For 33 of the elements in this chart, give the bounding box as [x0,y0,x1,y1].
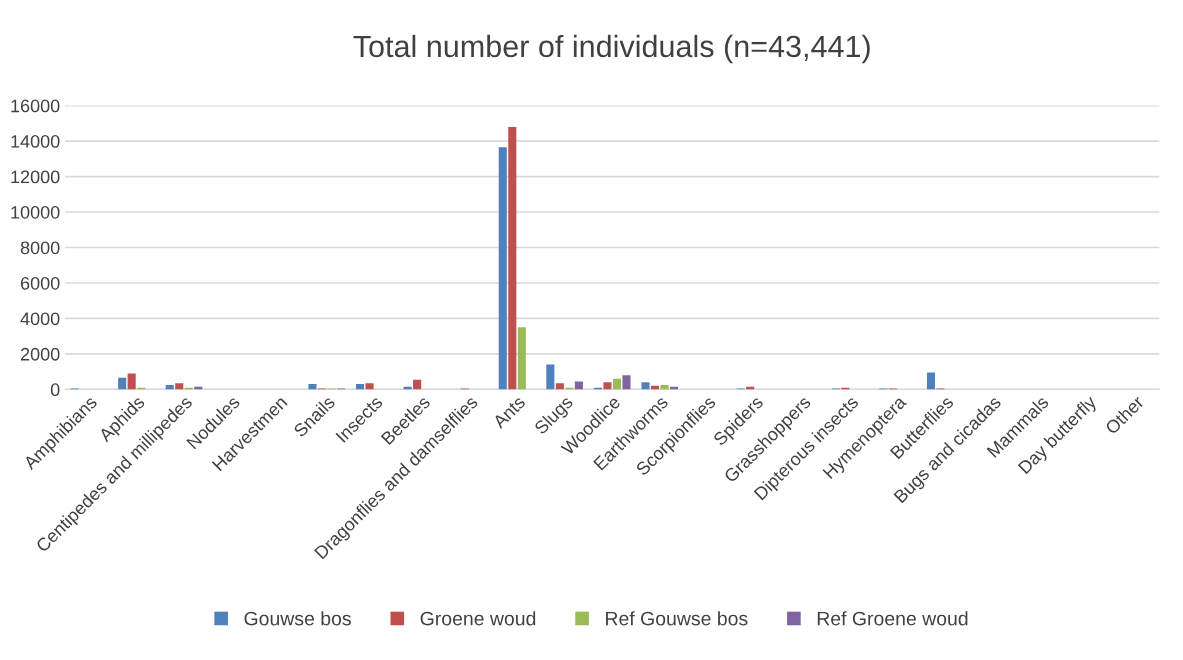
bar [498,147,507,390]
legend-label: Ref Gouwse bos [606,611,748,626]
y-tick-label: 16000 [11,99,60,113]
y-tick-label: 0 [50,383,60,397]
bar [641,382,650,390]
bar [118,377,127,390]
bar [365,383,374,390]
y-tick-label: 6000 [20,276,60,290]
bar [603,382,612,390]
legend-label: Groene woud [420,611,536,626]
bar [517,327,526,390]
y-tick-label: 8000 [20,241,60,255]
bar [508,126,517,390]
y-tick-label: 14000 [11,135,60,148]
y-tick-label: 12000 [11,170,60,184]
bar [660,384,669,390]
legend-label: Ref Groene woud [817,611,968,626]
y-tick-label: 4000 [20,312,60,326]
y-tick-label: 10000 [11,205,60,219]
bar [612,378,621,390]
bar [622,375,631,390]
bar [926,372,936,390]
legend-label: Gouwse bos [244,611,351,626]
bar [356,384,365,390]
bar [555,383,564,390]
bar [175,383,184,390]
bar [546,364,555,390]
bar [127,373,136,390]
chart-title: Total number of individuals (n=43,441) [353,34,870,64]
y-tick-label: 2000 [20,347,60,361]
bar [574,381,583,390]
bar [308,384,317,390]
bar [413,379,422,390]
